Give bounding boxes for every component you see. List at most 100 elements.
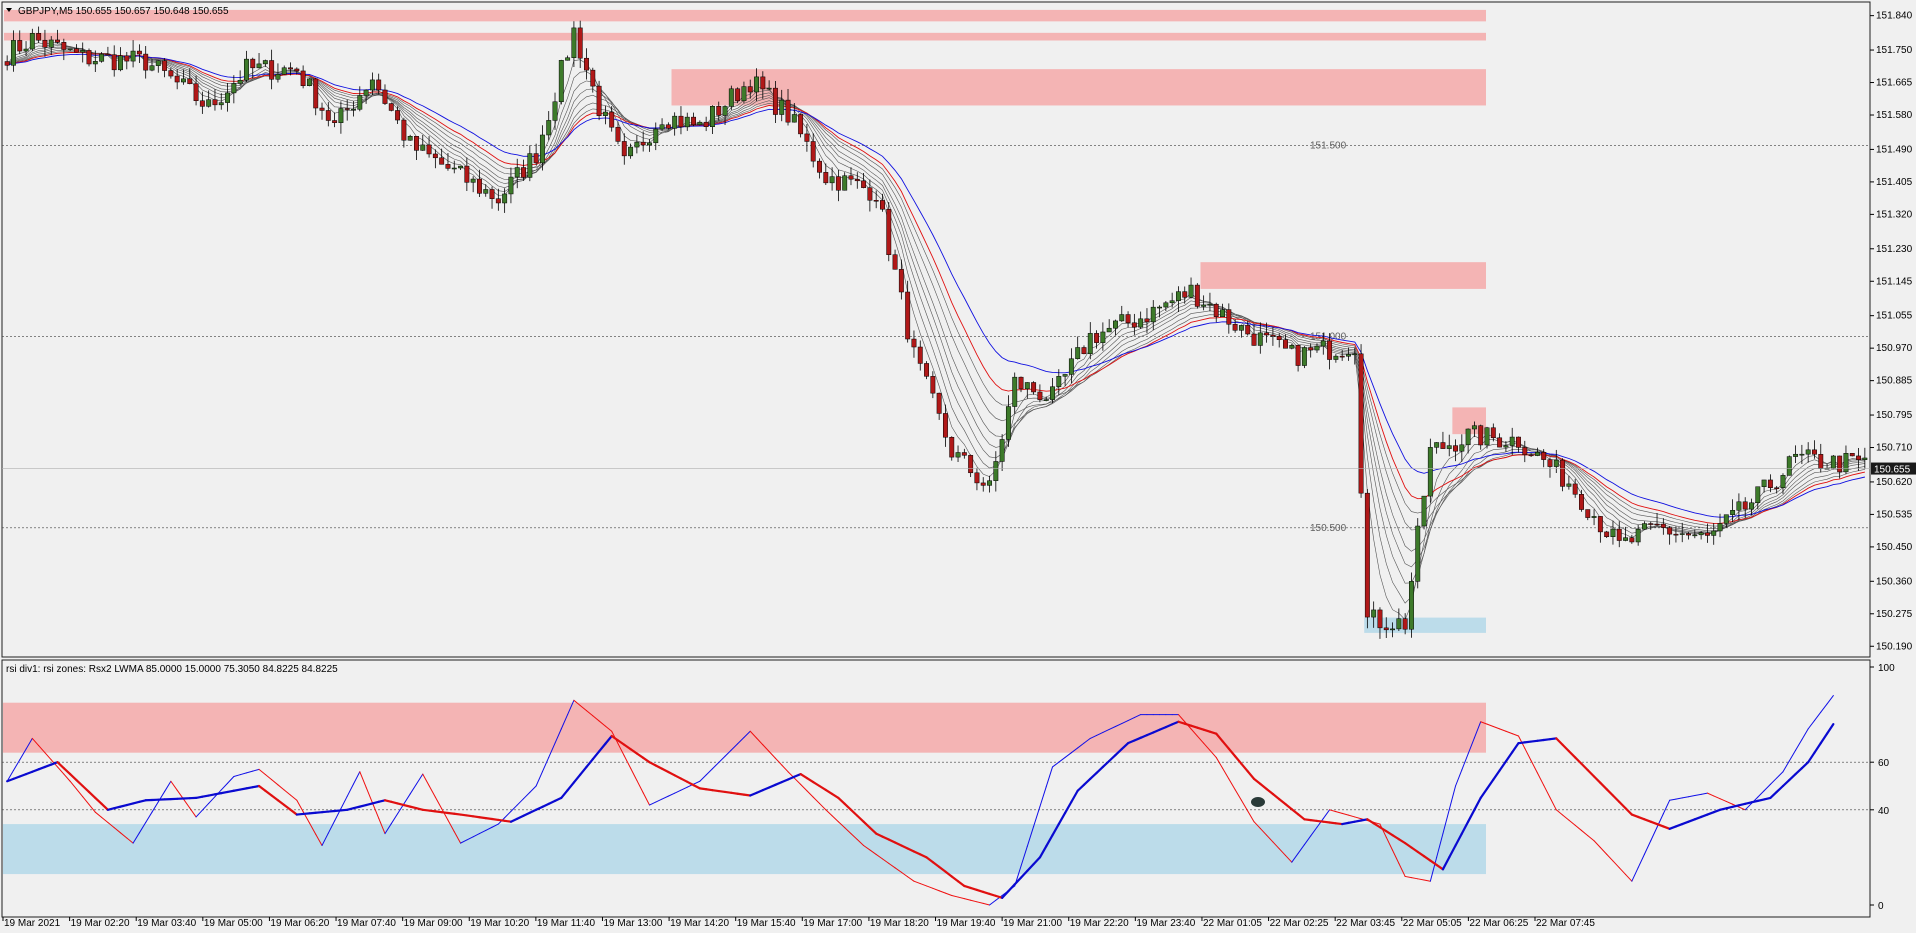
rsi-slow-segment (1624, 807, 1633, 816)
candle-body (1742, 501, 1748, 510)
rsi-slow-segment (264, 789, 273, 797)
candle-body (86, 50, 92, 65)
candle-body (1408, 581, 1414, 630)
candle-body (1830, 455, 1836, 469)
candle-body (1566, 483, 1572, 487)
candle-body (420, 144, 426, 151)
rsi-fast-segment (164, 780, 172, 793)
rsi-slow-segment (1567, 749, 1577, 759)
rsi-fast-segment (1618, 867, 1627, 875)
collapse-triangle-icon[interactable] (6, 8, 12, 12)
rsi-slow-segment (81, 784, 91, 794)
main-plot-area[interactable] (1, 1, 1871, 658)
candle-body (1767, 479, 1773, 488)
candle-body (1427, 447, 1433, 497)
candle-body (99, 53, 105, 62)
price-tick-label: 150.795 (1876, 410, 1913, 421)
time-tick-label: 22 Mar 02:25 (1270, 918, 1329, 929)
rsi-slow-segment (1485, 778, 1495, 790)
candle-body (1453, 445, 1458, 452)
candle-body (1723, 514, 1729, 524)
candle-body (451, 167, 457, 170)
rsi-fast-segment (252, 768, 260, 772)
rsi-fast-segment (944, 892, 953, 896)
rsi-fast-segment (1511, 733, 1519, 737)
candle-body (1686, 533, 1691, 536)
rsi-fast-segment (586, 710, 594, 717)
rsi-slow-segment (635, 752, 645, 759)
rsi-fast-segment (1436, 833, 1444, 858)
rsi-slow-segment (610, 734, 620, 742)
time-tick-label: 19 Mar 02:20 (71, 918, 130, 929)
price-tick-label: 151.405 (1876, 177, 1913, 188)
candle-body (388, 103, 394, 111)
rsi-fast-segment (120, 832, 128, 839)
time-tick-label: 19 Mar 03:40 (137, 918, 196, 929)
rsi-fast-segment (1524, 747, 1532, 762)
price-tick-label: 151.580 (1876, 110, 1913, 121)
candle-body (313, 78, 319, 109)
rsi-slow-segment (1120, 742, 1130, 751)
rsi-fast-segment (277, 784, 285, 791)
rsi-fast-segment (919, 883, 928, 887)
rsi-fast-segment (1580, 829, 1589, 837)
candle-body (458, 165, 464, 169)
candle-body (1213, 303, 1219, 318)
rsi-fast-segment (705, 768, 713, 776)
candle-body (300, 70, 306, 86)
rsi-fast-segment (1801, 728, 1809, 741)
candle-body (1497, 437, 1503, 448)
candle-body (1805, 449, 1811, 455)
rsi-slow-segment (1114, 748, 1123, 757)
candle-body (1005, 406, 1011, 440)
rsi-fast-segment (1543, 784, 1551, 799)
rsi-slow-segment (1259, 782, 1268, 791)
rsi-slow-segment (679, 777, 689, 783)
candle-body (61, 42, 67, 50)
candle-body (1056, 376, 1062, 387)
candle-body (262, 60, 268, 65)
rsi-fast-segment (371, 802, 380, 819)
candle-body (546, 120, 552, 136)
rsi-fast-segment (1423, 879, 1431, 882)
rsi-fast-segment (201, 802, 210, 811)
price-axis[interactable]: 151.840 151.750 151.665 151.580 151.490 151.4… (1870, 11, 1913, 653)
rsi-fast-segment (447, 819, 455, 833)
indicator-axis[interactable]: 100 60 40 0 (1870, 663, 1895, 912)
rsi-slow-segment (837, 796, 846, 805)
rsi-slow-segment (535, 805, 544, 811)
candle-body (615, 126, 621, 142)
candle-body (754, 76, 759, 93)
candle-body (1673, 533, 1679, 536)
candle-body (23, 48, 29, 52)
price-tick-label: 151.230 (1876, 244, 1913, 255)
candle-body (886, 208, 892, 255)
rsi-fast-segment (617, 743, 625, 757)
rsi-fast-segment (604, 725, 613, 732)
rsi-fast-segment (390, 813, 399, 825)
rsi-slow-segment (1385, 830, 1394, 837)
candle-body (1125, 314, 1131, 324)
rsi-slow-segment (69, 772, 78, 782)
candle-body (1402, 618, 1408, 630)
rsi-indicator-panel[interactable]: rsi div1: rsi zones: Rsx2 LWMA 85.0000 1… (1, 659, 1871, 918)
rsi-fast-segment (900, 871, 909, 878)
candle-body (1415, 525, 1421, 582)
rsi-zones-layer (3, 702, 1486, 875)
rsi-fast-segment (1782, 760, 1790, 773)
rsi-fast-segment (1108, 726, 1116, 730)
candle-body (1459, 444, 1465, 452)
rsi-fast-segment (1650, 826, 1658, 842)
rsi-tick-label: 100 (1878, 663, 1895, 674)
rsi-slow-segment (912, 850, 922, 856)
rsi-fast-segment (1813, 711, 1822, 722)
rsi-fast-segment (346, 783, 354, 797)
rsi-fast-segment (1807, 720, 1815, 730)
time-axis[interactable]: 19 Mar 2021 19 Mar 02:20 19 Mar 03:40 19 Ma… (2, 917, 1595, 929)
rsi-fast-segment (1096, 731, 1104, 736)
candle-body (124, 55, 130, 62)
supply-zone (4, 9, 1486, 22)
rsi-slow-segment (1769, 790, 1778, 800)
rsi-fast-segment (1398, 862, 1406, 877)
